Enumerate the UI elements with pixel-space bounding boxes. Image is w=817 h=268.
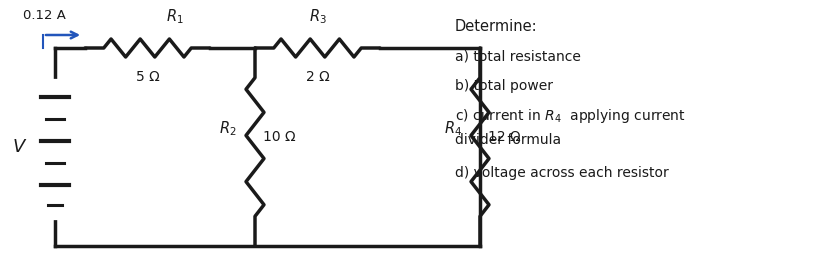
Text: divider formula: divider formula xyxy=(455,133,561,147)
Text: $R_3$: $R_3$ xyxy=(309,7,327,26)
Text: c) current in $R_4$  applying current: c) current in $R_4$ applying current xyxy=(455,107,686,125)
Text: $R_2$: $R_2$ xyxy=(220,120,237,138)
Text: Determine:: Determine: xyxy=(455,18,538,34)
Text: $V$: $V$ xyxy=(12,138,28,156)
Text: 10 Ω: 10 Ω xyxy=(263,130,296,144)
Text: 5 Ω: 5 Ω xyxy=(136,70,159,84)
Text: d) voltage across each resistor: d) voltage across each resistor xyxy=(455,166,669,180)
Text: b) total power: b) total power xyxy=(455,79,553,93)
Text: $R_1$: $R_1$ xyxy=(166,7,183,26)
Text: 2 Ω: 2 Ω xyxy=(306,70,329,84)
Text: 12 Ω: 12 Ω xyxy=(488,130,520,144)
Text: 0.12 A: 0.12 A xyxy=(23,9,66,22)
Text: $R_4$: $R_4$ xyxy=(444,120,462,138)
Text: a) total resistance: a) total resistance xyxy=(455,49,581,63)
